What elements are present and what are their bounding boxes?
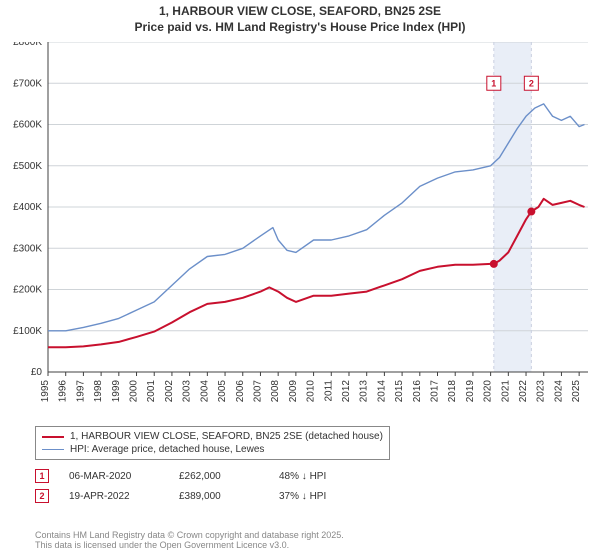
sale-diff: 48% ↓ HPI [279,471,359,482]
sale-price: £389,000 [179,491,259,502]
svg-text:2013: 2013 [359,380,370,403]
svg-text:2: 2 [529,78,534,88]
svg-text:2018: 2018 [447,380,458,403]
legend-swatch [42,436,64,438]
title-line-1: 1, HARBOUR VIEW CLOSE, SEAFORD, BN25 2SE [0,4,600,20]
svg-text:2009: 2009 [288,380,299,403]
sale-price: £262,000 [179,471,259,482]
svg-text:£100K: £100K [13,326,42,337]
svg-text:£500K: £500K [13,161,42,172]
svg-text:1995: 1995 [40,380,51,403]
svg-text:2017: 2017 [430,380,441,403]
sale-diff: 37% ↓ HPI [279,491,359,502]
chart-title: 1, HARBOUR VIEW CLOSE, SEAFORD, BN25 2SE… [0,0,600,35]
svg-text:2000: 2000 [129,380,140,403]
sale-marker: 2 [35,489,49,503]
svg-text:2010: 2010 [306,380,317,403]
sale-row: 1 06-MAR-2020 £262,000 48% ↓ HPI [35,466,359,486]
legend-label: 1, HARBOUR VIEW CLOSE, SEAFORD, BN25 2SE… [70,431,383,442]
figure: 1, HARBOUR VIEW CLOSE, SEAFORD, BN25 2SE… [0,0,600,560]
svg-text:2005: 2005 [217,380,228,403]
svg-text:2020: 2020 [483,380,494,403]
svg-text:1999: 1999 [111,380,122,403]
svg-text:£600K: £600K [13,120,42,131]
sale-row: 2 19-APR-2022 £389,000 37% ↓ HPI [35,486,359,506]
svg-text:£0: £0 [31,367,43,378]
svg-text:£300K: £300K [13,243,42,254]
legend-item: 1, HARBOUR VIEW CLOSE, SEAFORD, BN25 2SE… [42,430,383,443]
svg-text:2011: 2011 [323,380,334,402]
svg-text:2016: 2016 [412,380,423,403]
legend: 1, HARBOUR VIEW CLOSE, SEAFORD, BN25 2SE… [35,426,390,460]
svg-text:1997: 1997 [75,380,86,403]
svg-text:2022: 2022 [518,380,529,403]
svg-text:2023: 2023 [536,380,547,403]
sale-marker: 1 [35,469,49,483]
svg-text:2004: 2004 [199,380,210,403]
svg-text:2002: 2002 [164,380,175,403]
svg-text:2003: 2003 [182,380,193,403]
svg-text:1998: 1998 [93,380,104,403]
svg-text:2014: 2014 [376,380,387,403]
svg-text:2012: 2012 [341,380,352,403]
svg-text:£400K: £400K [13,202,42,213]
svg-text:1: 1 [491,78,496,88]
svg-text:2001: 2001 [146,380,157,403]
svg-text:£700K: £700K [13,78,42,89]
footer-line-2: This data is licensed under the Open Gov… [35,540,344,550]
line-chart: £0 £100K £200K £300K £400K £500K £600K £700K £80… [10,42,590,417]
legend-label: HPI: Average price, detached house, Lewe… [70,444,264,455]
title-line-2: Price paid vs. HM Land Registry's House … [0,20,600,36]
sale-date: 19-APR-2022 [69,491,159,502]
footer-line-1: Contains HM Land Registry data © Crown c… [35,530,344,540]
svg-text:2021: 2021 [500,380,511,403]
svg-text:£800K: £800K [13,42,42,48]
footer-attribution: Contains HM Land Registry data © Crown c… [35,530,344,550]
svg-text:2019: 2019 [465,380,476,403]
sales-table: 1 06-MAR-2020 £262,000 48% ↓ HPI 2 19-APR-202… [35,466,359,506]
svg-text:£200K: £200K [13,285,42,296]
legend-item: HPI: Average price, detached house, Lewe… [42,443,383,456]
svg-text:2015: 2015 [394,380,405,403]
svg-text:2024: 2024 [553,380,564,403]
sale-date: 06-MAR-2020 [69,471,159,482]
svg-text:2006: 2006 [235,380,246,403]
svg-text:2008: 2008 [270,380,281,403]
svg-text:2007: 2007 [252,380,263,403]
svg-text:2025: 2025 [571,380,582,403]
svg-text:1996: 1996 [58,380,69,403]
legend-swatch [42,449,64,450]
